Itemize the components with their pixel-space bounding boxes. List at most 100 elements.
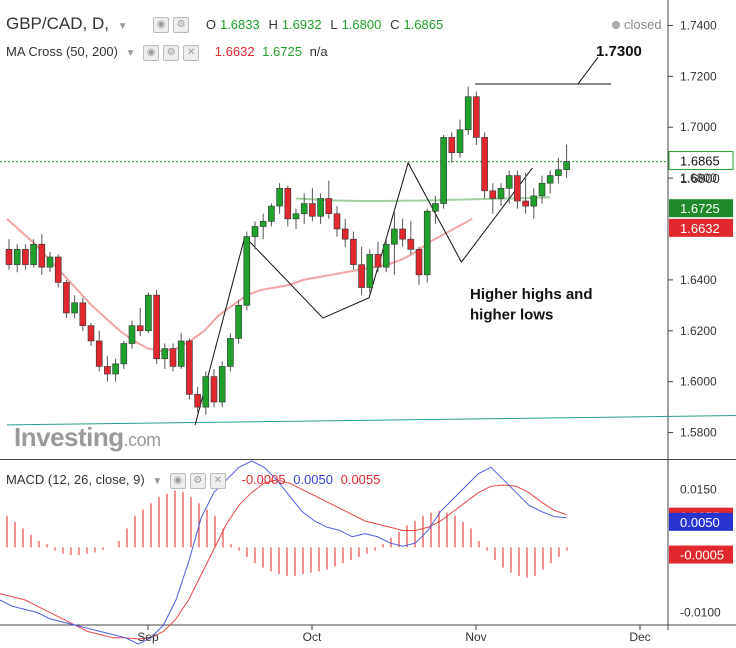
candle-up <box>464 96 472 131</box>
candle-up <box>440 137 447 204</box>
candle-up <box>546 175 554 184</box>
ma-indicator-name[interactable]: MA Cross (50, 200) <box>6 44 118 59</box>
gear-icon[interactable]: ⚙ <box>189 472 206 489</box>
time-axis: Sep Oct Nov Dec <box>137 625 651 644</box>
candle-up <box>259 221 267 227</box>
candle-down <box>341 228 349 240</box>
candle-up <box>391 228 398 245</box>
price-tick-label: 1.7400 <box>680 18 717 32</box>
candle-down <box>374 254 382 268</box>
candle-up <box>251 226 259 237</box>
candle-up <box>243 236 251 306</box>
candle-down <box>399 228 406 240</box>
close-icon[interactable]: ✕ <box>183 44 200 61</box>
macd-indicator-name[interactable]: MACD (12, 26, close, 9) <box>6 472 145 487</box>
macd-signal-value: 0.0055 <box>340 472 381 487</box>
eye-icon[interactable]: ◉ <box>169 472 186 489</box>
axis-price-flag-label: 0.0050 <box>680 515 720 530</box>
time-tick-label: Nov <box>465 630 486 644</box>
open-label: O <box>205 17 216 32</box>
candle-down <box>407 238 415 250</box>
candle-down <box>153 294 160 360</box>
candle-up <box>276 187 283 207</box>
candle-up <box>456 129 464 153</box>
candle-down <box>63 282 70 314</box>
candle-up <box>30 243 37 265</box>
axis-price-flag-label: -0.0005 <box>680 548 724 563</box>
candle-up <box>432 203 439 212</box>
candle-down <box>95 340 103 367</box>
candle-down <box>284 187 292 220</box>
axis-price-flag <box>669 545 733 564</box>
candle-up <box>120 343 128 365</box>
candle-up <box>366 254 374 288</box>
price-tick-label: 1.6800 <box>680 171 717 185</box>
candle-down <box>350 238 357 265</box>
candle-down <box>473 96 480 138</box>
chevron-down-icon[interactable]: ▼ <box>117 21 128 32</box>
open-value: 1.6833 <box>219 17 260 32</box>
candlesticks <box>5 86 570 415</box>
macd-pane <box>0 460 568 645</box>
chevron-down-icon[interactable]: ▼ <box>152 476 163 487</box>
macd-tick-label: -0.0100 <box>680 606 721 620</box>
logo-brand: Investing <box>14 422 124 452</box>
market-status: closed <box>612 17 662 32</box>
candle-up <box>218 366 226 403</box>
candle-up <box>317 198 324 217</box>
moving-averages <box>0 161 668 353</box>
candle-down <box>358 264 365 288</box>
price-axis: 1.7400 1.7200 1.7000 1.6800 1.6400 1.6200 1.60… <box>668 18 734 620</box>
candle-down <box>38 243 46 268</box>
candle-down <box>325 198 333 215</box>
axis-price-flag-label: 1.6725 <box>680 201 720 216</box>
candle-up <box>505 175 513 189</box>
callout-pointer <box>577 56 599 85</box>
axis-price-flag <box>669 512 733 531</box>
candle-down <box>415 249 423 276</box>
time-tick-label: Oct <box>303 630 322 644</box>
candle-down <box>186 340 193 395</box>
low-value: 1.6800 <box>341 17 382 32</box>
candle-up <box>46 256 54 268</box>
high-value: 1.6932 <box>281 17 322 32</box>
eye-icon[interactable]: ◉ <box>153 16 170 33</box>
axis-price-flag-label: 1.6865 <box>680 154 720 169</box>
macd-signal-line <box>0 479 567 640</box>
close-label: C <box>390 17 400 32</box>
candle-down <box>104 366 111 375</box>
price-legend: GBP/CAD, D, ▼ ◉ ⚙ O 1.6833 H 1.6932 L 1.6800… <box>6 14 447 34</box>
eye-icon[interactable]: ◉ <box>143 44 160 61</box>
macd-tick-label: 0.0150 <box>680 483 717 497</box>
price-tick-label: 1.6200 <box>680 324 717 338</box>
candle-up <box>292 213 300 220</box>
axis-price-flag <box>669 199 733 218</box>
candle-down <box>333 213 341 230</box>
status-text: closed <box>624 17 662 32</box>
gear-icon[interactable]: ⚙ <box>173 16 190 33</box>
close-icon[interactable]: ✕ <box>209 472 226 489</box>
chevron-down-icon[interactable]: ▼ <box>125 48 136 59</box>
axis-price-flag <box>668 151 734 171</box>
candle-down <box>481 137 488 192</box>
ma-legend: MA Cross (50, 200) ▼ ◉ ⚙ ✕ 1.6632 1.6725 n… <box>6 44 332 61</box>
candle-up <box>71 302 78 314</box>
symbol-title[interactable]: GBP/CAD, D, <box>6 14 109 33</box>
candle-down <box>194 394 201 408</box>
ma200-line <box>296 196 550 203</box>
support-trendline <box>6 415 736 426</box>
candle-down <box>136 325 144 332</box>
candle-down <box>522 200 529 207</box>
candle-down <box>489 190 497 199</box>
candle-down <box>514 175 521 202</box>
gear-icon[interactable]: ⚙ <box>163 44 180 61</box>
candle-down <box>169 348 177 367</box>
candle-down <box>54 256 62 283</box>
axis-price-flag-label: 1.6800 <box>680 171 720 186</box>
investing-logo: Investing.com <box>14 422 161 453</box>
macd-line-value: 0.0050 <box>293 472 333 487</box>
grid <box>0 0 736 630</box>
price-tick-label: 1.6000 <box>680 375 717 389</box>
candle-up <box>145 294 152 332</box>
